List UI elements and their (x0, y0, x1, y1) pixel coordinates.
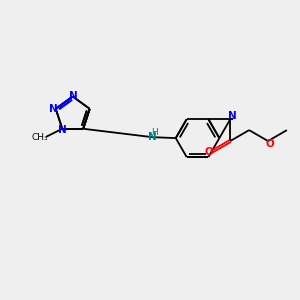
Text: N: N (58, 125, 67, 135)
Text: CH₃: CH₃ (31, 133, 48, 142)
Text: N: N (69, 91, 78, 100)
Text: N: N (50, 104, 58, 114)
Text: N: N (148, 132, 156, 142)
Text: O: O (204, 147, 213, 157)
Text: N: N (228, 111, 237, 121)
Text: O: O (266, 139, 274, 149)
Text: H: H (152, 128, 158, 137)
